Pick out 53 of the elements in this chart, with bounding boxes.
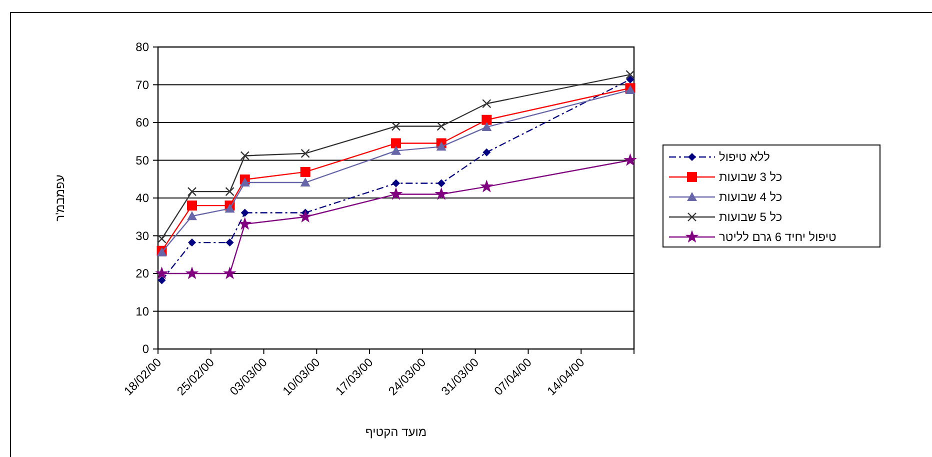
- point: [188, 238, 196, 247]
- point: [482, 114, 492, 125]
- point: [300, 210, 312, 222]
- legend-label: טיפול יחיד 6 גרם לליטר: [719, 230, 836, 244]
- point: [436, 142, 446, 151]
- point: [482, 122, 492, 132]
- point: [482, 99, 492, 108]
- point: [157, 234, 166, 244]
- point: [187, 200, 197, 211]
- point: [224, 204, 235, 213]
- point: [391, 138, 401, 148]
- point: [436, 188, 448, 200]
- point: [158, 276, 166, 284]
- point: [391, 146, 401, 155]
- point: [482, 148, 491, 156]
- point: [436, 122, 446, 131]
- point: [156, 268, 168, 278]
- point: [390, 188, 402, 200]
- point: [626, 75, 634, 84]
- point: [240, 151, 250, 160]
- legend-label: ללא טיפול: [719, 150, 770, 164]
- point: [240, 178, 250, 187]
- point: [626, 70, 635, 80]
- point: [225, 186, 234, 196]
- point: [437, 179, 446, 188]
- y-tick-label: 30: [136, 228, 150, 243]
- point: [624, 154, 636, 166]
- y-tick-label: 40: [136, 191, 150, 205]
- point: [186, 268, 198, 278]
- legend-label: כל 4 שבועות: [719, 190, 782, 204]
- point: [480, 180, 492, 192]
- y-tick-label: 70: [136, 78, 150, 92]
- legend-label: כל 5 שבועות: [719, 210, 782, 224]
- y-tick-label: 0: [142, 342, 150, 356]
- y-axis-title: עפמבמ'ר: [53, 174, 67, 222]
- point: [187, 186, 197, 196]
- point: [240, 208, 249, 217]
- y-tick-label: 60: [136, 116, 150, 130]
- legend-label: כל 3 שבועות: [719, 170, 782, 184]
- point: [226, 238, 234, 247]
- point: [187, 211, 197, 220]
- y-tick-label: 50: [136, 153, 150, 168]
- point: [224, 268, 236, 278]
- x-axis-title: מועד הקטיף: [365, 425, 427, 439]
- point: [391, 122, 401, 131]
- point: [300, 178, 310, 187]
- y-tick-label: 20: [136, 266, 150, 280]
- point: [392, 179, 400, 188]
- point: [239, 218, 251, 229]
- y-tick-label: 80: [136, 40, 150, 54]
- point: [300, 148, 310, 158]
- point: [300, 166, 310, 177]
- y-tick-label: 10: [136, 304, 150, 318]
